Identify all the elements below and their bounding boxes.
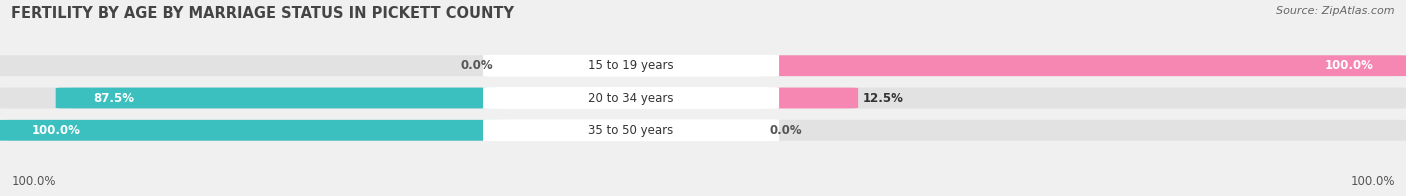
Text: 100.0%: 100.0% [11, 175, 56, 188]
Text: Source: ZipAtlas.com: Source: ZipAtlas.com [1277, 6, 1395, 16]
Text: 100.0%: 100.0% [32, 124, 82, 137]
Text: FERTILITY BY AGE BY MARRIAGE STATUS IN PICKETT COUNTY: FERTILITY BY AGE BY MARRIAGE STATUS IN P… [11, 6, 515, 21]
Text: 15 to 19 years: 15 to 19 years [588, 59, 673, 72]
Text: 100.0%: 100.0% [1350, 175, 1395, 188]
FancyBboxPatch shape [747, 88, 858, 108]
FancyBboxPatch shape [0, 120, 1406, 141]
Text: 0.0%: 0.0% [769, 124, 801, 137]
FancyBboxPatch shape [0, 87, 1406, 109]
Text: 0.0%: 0.0% [460, 59, 492, 72]
Text: 20 to 34 years: 20 to 34 years [588, 92, 673, 104]
FancyBboxPatch shape [484, 55, 779, 77]
FancyBboxPatch shape [484, 119, 779, 141]
Text: 35 to 50 years: 35 to 50 years [589, 124, 673, 137]
Text: 87.5%: 87.5% [93, 92, 134, 104]
FancyBboxPatch shape [0, 120, 516, 141]
FancyBboxPatch shape [56, 88, 516, 108]
FancyBboxPatch shape [484, 87, 779, 109]
FancyBboxPatch shape [747, 55, 1406, 76]
Text: 100.0%: 100.0% [1324, 59, 1374, 72]
FancyBboxPatch shape [0, 55, 1406, 76]
Text: 12.5%: 12.5% [862, 92, 903, 104]
